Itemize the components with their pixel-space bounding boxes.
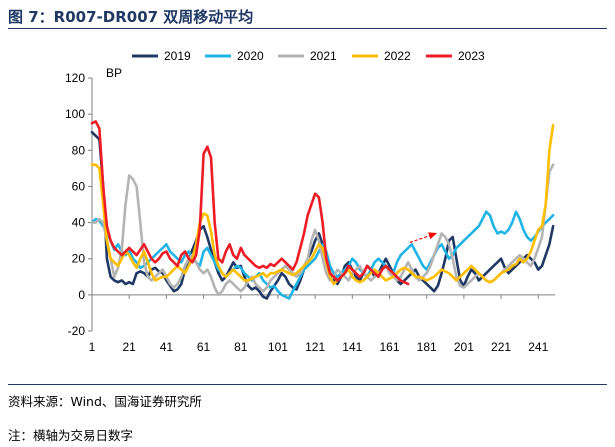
x-tick-label: 161 [379,340,399,354]
x-tick-label: 141 [342,340,362,354]
y-tick-label: 80 [72,143,86,157]
legend-label-2019: 2019 [164,49,191,63]
x-tick-label: 81 [234,340,248,354]
legend-label-2023: 2023 [458,49,485,63]
y-tick-label: 0 [78,288,85,302]
x-tick-label: 61 [197,340,211,354]
legend-label-2020: 2020 [237,49,264,63]
source-note: 资料来源：Wind、国海证券研究所 [8,394,202,409]
x-tick-label: 221 [491,340,511,354]
y-tick-label: -20 [68,324,86,338]
footnote: 注：横轴为交易日数字 [8,428,134,443]
legend-label-2021: 2021 [310,49,337,63]
x-tick-label: 121 [305,340,325,354]
x-tick-label: 41 [160,340,174,354]
legend-label-2022: 2022 [384,49,411,63]
y-tick-label: 20 [72,252,86,266]
y-tick-label: 40 [72,216,86,230]
figure-title-text: R007-DR007 双周移动平均 [53,8,254,26]
figure-title: 图 7：R007-DR007 双周移动平均 [8,6,253,27]
x-tick-label: 21 [123,340,137,354]
series-line-2022 [90,123,555,286]
y-tick-label: 60 [72,179,86,193]
source-rule [8,384,607,385]
series-line-2020 [90,210,555,300]
y-tick-label: 100 [65,107,85,121]
x-tick-label: 101 [268,340,288,354]
series-line-2021 [90,163,555,297]
x-tick-label: 181 [417,340,437,354]
figure-number: 图 7： [8,8,54,26]
y-axis-label: BP [106,66,122,80]
title-rule [8,28,607,29]
series-line-2023 [90,120,410,286]
x-tick-label: 241 [528,340,548,354]
annotation-arrow [409,232,438,244]
x-tick-label: 1 [89,340,96,354]
y-tick-label: 120 [65,71,85,85]
x-tick-label: 201 [454,340,474,354]
